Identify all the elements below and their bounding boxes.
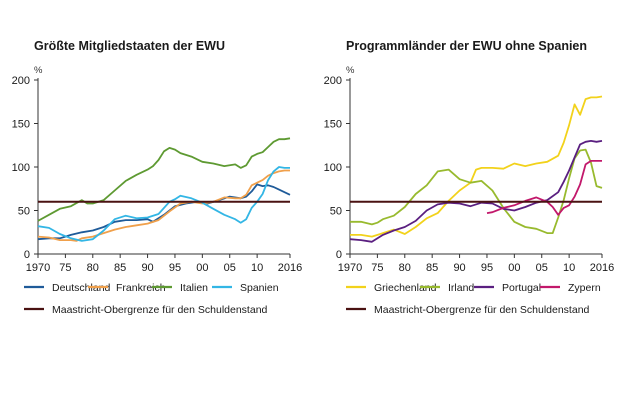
y-tick-label: 150 xyxy=(12,119,30,131)
y-unit-label: % xyxy=(346,65,355,76)
y-tick-label: 200 xyxy=(12,75,30,87)
legend-label: Spanien xyxy=(240,282,279,294)
legend-label: Irland xyxy=(448,282,474,294)
y-tick-label: 150 xyxy=(324,119,342,131)
x-tick-label: 05 xyxy=(536,262,548,274)
series-line-irland xyxy=(350,148,603,235)
legend-label: Portugal xyxy=(502,282,541,294)
series-line-zypern xyxy=(486,159,602,216)
series-line-griechenland xyxy=(350,95,603,238)
x-tick-label: 05 xyxy=(224,262,236,274)
x-tick-label: 10 xyxy=(251,262,263,274)
x-tick-label: 1970 xyxy=(26,262,50,274)
x-tick-label: 00 xyxy=(508,262,520,274)
x-tick-label: 75 xyxy=(371,262,383,274)
x-tick-label: 10 xyxy=(563,262,575,274)
series-line-deutschland xyxy=(37,183,291,241)
x-tick-label: 85 xyxy=(426,262,438,274)
x-tick-label: 1970 xyxy=(338,262,362,274)
series-line-italien xyxy=(37,137,291,222)
chart-1: Größte Mitgliedstaaten der EWU%050100150… xyxy=(12,39,303,316)
x-tick-label: 00 xyxy=(196,262,208,274)
x-tick-label: 85 xyxy=(114,262,126,274)
legend: Deutschland Frankreich Italien Spanien Maast… xyxy=(24,282,279,316)
chart-2: Programmländer der EWU ohne Spanien%0501… xyxy=(324,39,615,316)
legend: Griechenland Irland Portugal Zypern Maastric… xyxy=(346,282,601,316)
legend-label: Frankreich xyxy=(116,282,166,294)
x-tick-label: 90 xyxy=(453,262,465,274)
series-line-spanien xyxy=(37,166,290,242)
y-tick-label: 200 xyxy=(324,75,342,87)
x-tick-label: 75 xyxy=(59,262,71,274)
series-line-frankreich xyxy=(37,169,290,242)
x-tick-label: 95 xyxy=(169,262,181,274)
series-line-portugal xyxy=(349,139,603,243)
y-tick-label: 0 xyxy=(336,249,342,261)
y-tick-label: 100 xyxy=(324,162,342,174)
legend-label: Maastricht-Obergrenze für den Schuldenst… xyxy=(52,304,268,316)
x-tick-label: 90 xyxy=(141,262,153,274)
legend-label: Griechenland xyxy=(374,282,437,294)
y-tick-label: 100 xyxy=(12,162,30,174)
x-tick-label: 2016 xyxy=(590,262,614,274)
x-tick-label: 95 xyxy=(481,262,493,274)
y-tick-label: 0 xyxy=(24,249,30,261)
chart-title: Programmländer der EWU ohne Spanien xyxy=(346,39,587,53)
legend-label: Zypern xyxy=(568,282,601,294)
y-tick-label: 50 xyxy=(330,206,342,218)
x-tick-label: 80 xyxy=(87,262,99,274)
legend-label: Maastricht-Obergrenze für den Schuldenst… xyxy=(374,304,590,316)
legend-label: Italien xyxy=(180,282,208,294)
x-tick-label: 2016 xyxy=(278,262,302,274)
x-tick-label: 80 xyxy=(399,262,411,274)
y-unit-label: % xyxy=(34,65,43,76)
y-tick-label: 50 xyxy=(18,206,30,218)
legend-label: Deutschland xyxy=(52,282,111,294)
chart-title: Größte Mitgliedstaaten der EWU xyxy=(34,39,225,53)
